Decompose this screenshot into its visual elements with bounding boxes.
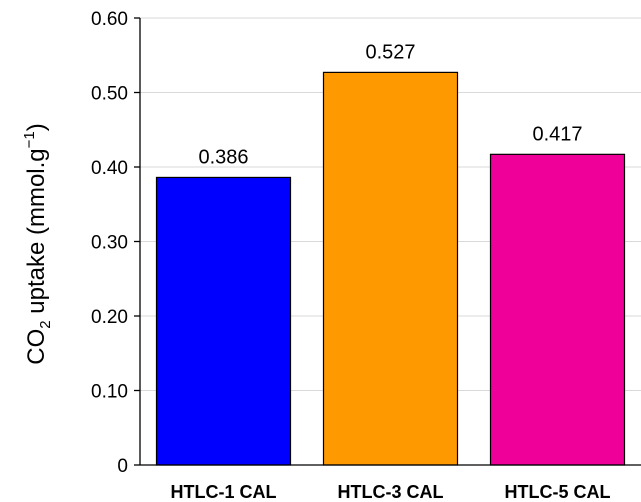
y-tick-label: 0.10 (91, 382, 128, 403)
y-axis-title-middle: uptake (mmol.g (23, 148, 50, 320)
bar-1 (155, 176, 292, 466)
y-tick-label: 0 (117, 456, 128, 477)
category-label-3: HTLC-5 CAL (505, 482, 611, 502)
y-axis-title-prefix: CO (23, 329, 50, 365)
axes (134, 17, 641, 466)
data-label-3: 0.417 (532, 123, 582, 145)
bar-2 (322, 71, 459, 466)
y-axis-title-subscript: 2 (37, 320, 54, 328)
bar-3 (489, 153, 626, 466)
y-tick-label: 0.60 (91, 9, 128, 30)
bars (155, 71, 626, 466)
y-tick-label: 0.20 (91, 307, 128, 328)
y-axis-title-suffix: ) (23, 123, 50, 131)
y-tick-labels: 0 0.10 0.20 0.30 0.40 0.50 0.60 (91, 9, 128, 477)
y-tick-label: 0.30 (91, 233, 128, 254)
data-label-1: 0.386 (198, 146, 248, 168)
category-label-2: HTLC-3 CAL (338, 482, 444, 502)
y-tick-label: 0.50 (91, 84, 128, 105)
y-axis-title-superscript: −1 (21, 131, 38, 148)
y-tick-label: 0.40 (91, 158, 128, 179)
data-labels: 0.386 0.527 0.417 (198, 41, 582, 168)
y-axis-title: CO2 uptake (mmol.g−1) (21, 123, 54, 365)
data-label-2: 0.527 (365, 41, 415, 63)
category-labels: HTLC-1 CAL HTLC-3 CAL HTLC-5 CAL (171, 482, 611, 502)
category-label-1: HTLC-1 CAL (171, 482, 277, 502)
